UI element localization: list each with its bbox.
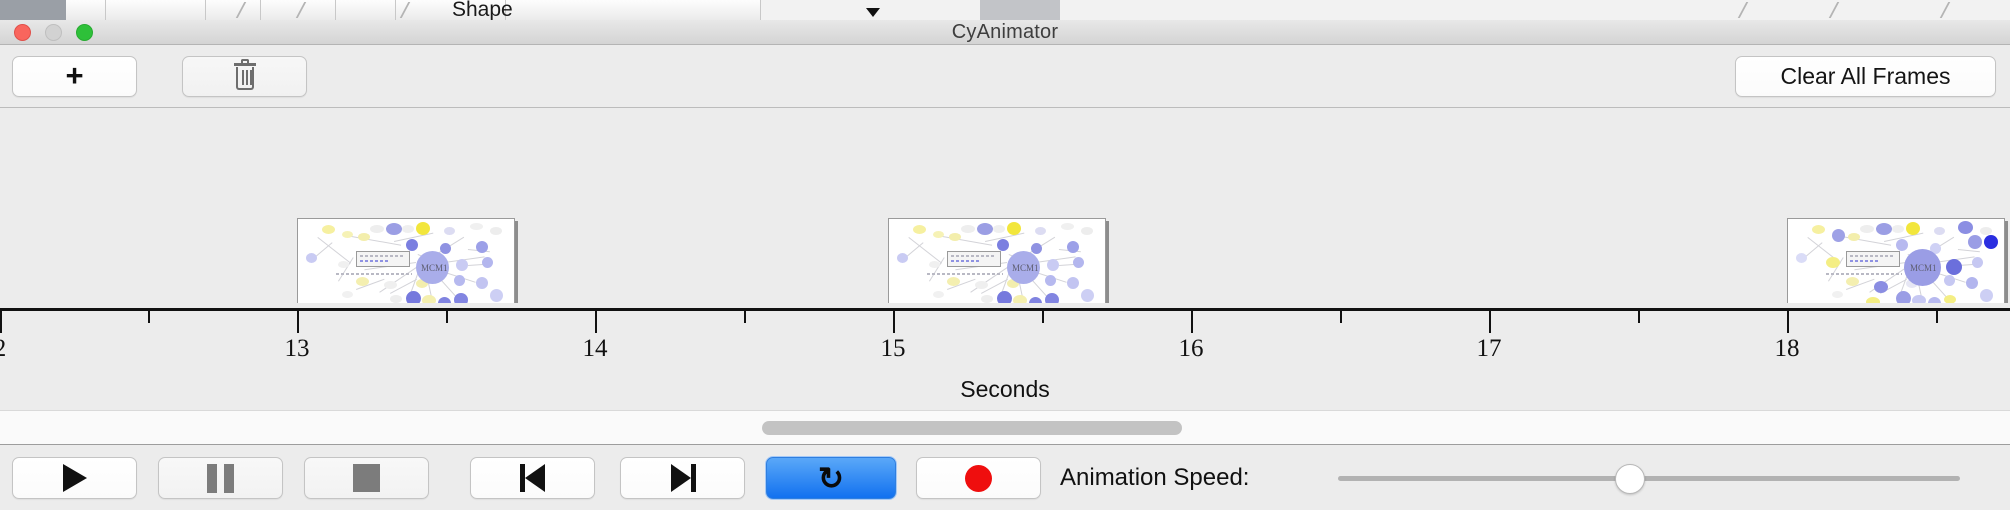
stop-button[interactable]	[304, 457, 429, 499]
record-icon	[965, 464, 992, 492]
hub-node-label: MCM1	[421, 263, 448, 273]
axis-tick-label: 14	[582, 335, 608, 362]
window-title: CyAnimator	[951, 21, 1059, 43]
minimize-button[interactable]	[45, 24, 62, 41]
axis-tick-major	[0, 311, 2, 333]
bg-segment	[66, 0, 106, 20]
axis-tick-major	[1787, 311, 1789, 333]
axis-tick-label: 16	[1178, 335, 1204, 362]
axis-tick-minor	[1638, 311, 1640, 323]
bg-segment	[336, 0, 396, 20]
timeline-frame-1[interactable]: MCM1	[297, 218, 515, 303]
frame-thumbnail-network: MCM1	[889, 219, 1105, 303]
skip-back-button[interactable]	[470, 457, 595, 499]
axis-tick-major	[297, 311, 299, 333]
axis-line	[0, 308, 2010, 311]
playback-controls: ↻ Animation Speed:	[0, 446, 2010, 510]
play-icon	[62, 464, 87, 492]
timeline-scrollbar[interactable]	[0, 410, 2010, 445]
axis-title: Seconds	[960, 376, 1050, 402]
bg-segment	[206, 0, 261, 20]
loop-icon: ↻	[818, 460, 844, 496]
frame-thumbnail-network: MCM1	[1788, 219, 2004, 303]
axis-tick-major	[893, 311, 895, 333]
trash-icon	[233, 59, 256, 90]
bg-dark-block	[980, 0, 1060, 20]
loop-button[interactable]: ↻	[766, 457, 896, 499]
bg-slash-icon	[1737, 2, 1749, 18]
animation-speed-slider[interactable]	[1338, 476, 1960, 481]
bg-segment	[506, 0, 761, 20]
hub-node-label: MCM1	[1910, 263, 1937, 273]
pause-icon	[207, 463, 234, 493]
timeline-frames-area[interactable]: MCM1	[0, 109, 2010, 303]
animation-speed-slider-thumb[interactable]	[1615, 464, 1646, 494]
skip-forward-icon	[670, 464, 696, 492]
axis-tick-label: 2	[0, 335, 7, 362]
axis-tick-minor	[446, 311, 448, 323]
bg-caret-icon	[866, 8, 880, 17]
zoom-button[interactable]	[76, 24, 93, 41]
bg-segment	[396, 0, 506, 20]
hub-node-label: MCM1	[1012, 263, 1039, 273]
timeline-frame-3[interactable]: MCM1	[1787, 218, 2005, 303]
axis-tick-label: 13	[284, 335, 310, 362]
stop-icon	[353, 464, 380, 492]
axis-tick-minor	[1936, 311, 1938, 323]
axis-tick-major	[1191, 311, 1193, 333]
frame-thumbnail-network: MCM1	[298, 219, 514, 303]
axis-tick-label: 17	[1476, 335, 1502, 362]
axis-tick-label: 18	[1774, 335, 1800, 362]
play-button[interactable]	[12, 457, 137, 499]
delete-frame-button[interactable]	[182, 56, 307, 97]
axis-tick-minor	[148, 311, 150, 323]
bg-slash-icon	[1828, 2, 1840, 18]
timeline-axis: 2 13 14 15 16 17 18 Seconds	[0, 303, 2010, 410]
axis-tick-minor	[744, 311, 746, 323]
axis-tick-label: 15	[880, 335, 906, 362]
animation-speed-label: Animation Speed:	[1060, 464, 1250, 491]
background-window-strip: Shape	[0, 0, 2010, 20]
axis-tick-major	[1489, 311, 1491, 333]
skip-back-icon	[519, 464, 546, 492]
clear-all-frames-button[interactable]: Clear All Frames	[1735, 56, 1996, 97]
bg-dark-block	[0, 0, 66, 20]
timeline-scrollbar-thumb[interactable]	[761, 421, 1182, 435]
axis-tick-minor	[1042, 311, 1044, 323]
axis-tick-major	[595, 311, 597, 333]
add-frame-button[interactable]: +	[12, 56, 137, 97]
traffic-light-group	[14, 24, 93, 41]
toolbar: + Clear All Frames	[0, 46, 2010, 108]
bg-segment	[106, 0, 206, 20]
bg-window-label: Shape	[452, 0, 513, 20]
axis-tick-minor	[1340, 311, 1342, 323]
timeline-frame-2[interactable]: MCM1	[888, 218, 1106, 303]
record-button[interactable]	[916, 457, 1041, 499]
plus-icon: +	[65, 58, 84, 94]
pause-button[interactable]	[158, 457, 283, 499]
bg-slash-icon	[1939, 2, 1951, 18]
skip-forward-button[interactable]	[620, 457, 745, 499]
clear-all-frames-label: Clear All Frames	[1780, 63, 1951, 89]
close-button[interactable]	[14, 24, 31, 41]
title-bar: CyAnimator	[0, 20, 2010, 45]
